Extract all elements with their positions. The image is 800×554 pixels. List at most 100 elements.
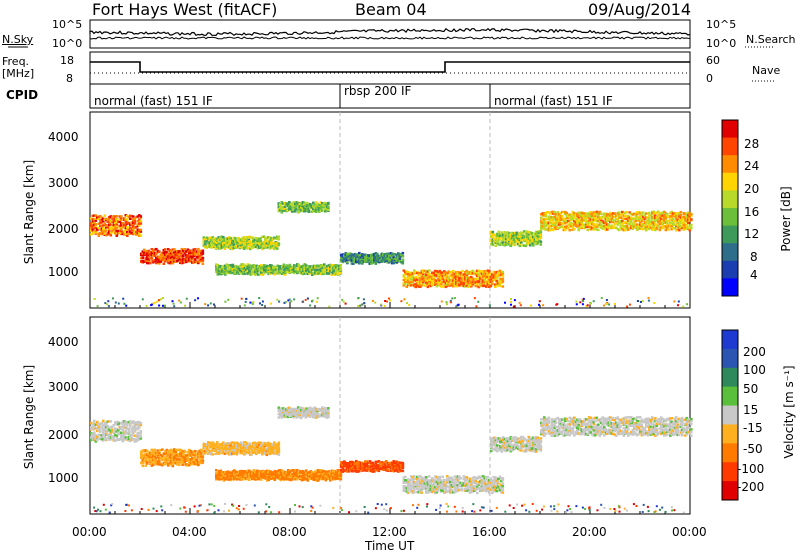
power-cell [231, 247, 234, 251]
vel-cell [146, 450, 149, 453]
power-cell [428, 272, 431, 276]
vel-cell [262, 444, 266, 447]
power-cell [386, 261, 390, 264]
power-cell [327, 265, 331, 269]
power-cell [242, 265, 245, 268]
power-cell [230, 265, 233, 269]
power-cell [356, 253, 360, 256]
power-cell [464, 285, 467, 288]
vel-cell [170, 463, 173, 466]
power-cell [255, 272, 259, 275]
power-cell [546, 211, 549, 214]
power-cell [165, 255, 169, 258]
power-cell [509, 238, 513, 241]
power-cell [155, 252, 158, 256]
power-cell [675, 214, 678, 218]
vel-cell [146, 453, 149, 456]
power-cell [423, 269, 427, 273]
power-cell [449, 279, 452, 282]
power-cell [120, 224, 123, 227]
power-cell [273, 242, 276, 245]
power-cell [288, 265, 292, 268]
power-cell [514, 240, 517, 243]
power-cell [217, 244, 221, 247]
power-cell [477, 280, 481, 284]
power-cell [179, 250, 182, 253]
power-cell [127, 226, 131, 229]
power-cell [383, 253, 387, 256]
power-cell [276, 244, 279, 248]
power-cell [456, 277, 460, 280]
power-cell [499, 243, 502, 246]
vel-cell [211, 453, 215, 456]
power-cell [410, 271, 413, 274]
power-cell [379, 259, 382, 262]
power-cell [284, 271, 287, 275]
vel-cell [228, 448, 231, 452]
power-cell [628, 220, 632, 223]
power-cell [297, 210, 300, 213]
power-cell [219, 245, 222, 248]
xtick-1: 04:00 [172, 525, 207, 539]
noise-left-tick-bottom: 10^0 [52, 37, 83, 50]
power-cell [616, 221, 620, 224]
power-cell [171, 259, 175, 263]
power-cell [91, 214, 95, 218]
velocity-ytick-3000: 3000 [48, 380, 79, 394]
vel-cell [176, 460, 179, 463]
power-cell [499, 237, 502, 241]
power-cell [577, 227, 581, 230]
power-cell [259, 239, 263, 243]
vel-cell [91, 433, 95, 436]
power-cell [462, 284, 466, 288]
power-cell [218, 269, 221, 273]
power-cell [308, 265, 311, 268]
power-cell [489, 278, 493, 281]
power-cell [168, 262, 172, 265]
vel-cell [297, 408, 300, 411]
power-cell [410, 273, 413, 276]
power-cell [470, 285, 473, 288]
vel-cell [136, 433, 140, 436]
power-cell [565, 224, 569, 228]
vel-cell [195, 453, 199, 457]
power-cell [200, 249, 203, 253]
power-cell [688, 217, 692, 220]
power-cell [300, 265, 304, 268]
vel-cell [168, 458, 172, 461]
power-cell [470, 270, 473, 273]
power-cell [533, 234, 537, 237]
power-cell [294, 265, 298, 268]
power-cell [314, 265, 317, 268]
vel-cell [182, 463, 185, 466]
vel-cell [282, 415, 285, 418]
power-cell [508, 235, 511, 238]
power-cell [105, 217, 108, 221]
power-cell [552, 210, 555, 213]
vel-cell [216, 442, 219, 445]
power-cell [280, 202, 284, 206]
power-cell [267, 240, 270, 243]
power-cell [291, 210, 294, 213]
power-cell [222, 243, 225, 246]
vel-cell [205, 449, 209, 452]
power-cell [391, 262, 394, 265]
vel-cell [202, 446, 206, 450]
power-cell [293, 270, 296, 273]
power-cell [494, 278, 497, 282]
power-cell [458, 284, 461, 288]
power-cell [388, 261, 391, 264]
power-cell [621, 225, 624, 228]
power-cell [561, 210, 564, 214]
power-cell [249, 235, 252, 239]
power-cell [509, 240, 513, 244]
power-cell [263, 268, 266, 272]
power-cell [446, 273, 449, 276]
vel-cell [282, 407, 285, 410]
power-cell [283, 201, 287, 205]
vel-cell [180, 454, 184, 457]
vel-cell [161, 458, 164, 461]
power-cell [274, 246, 278, 249]
power-cell [150, 248, 154, 251]
power-cell [222, 269, 226, 272]
